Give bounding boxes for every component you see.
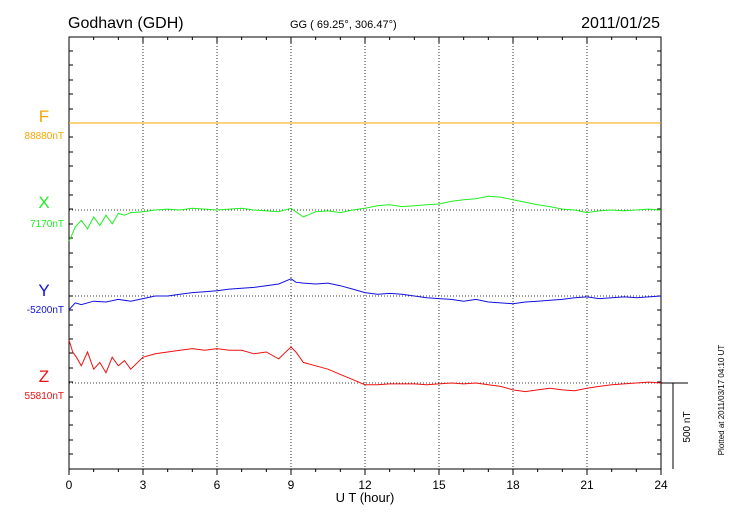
series-baseline-label-Y: -5200nT [27,305,64,316]
axis-ticks [68,37,662,475]
x-tick-label: 6 [214,478,221,492]
series-name-Z: Z [39,367,49,386]
x-tick-label: 9 [288,478,295,492]
x-tick-label: 12 [358,478,372,492]
x-tick-label: 15 [432,478,446,492]
series-lines [68,122,662,393]
series-line-Y [68,278,662,311]
series-labels: F 88880nT X 7170nT Y -5200nT Z 55810nT [25,107,64,402]
station-coords: GG ( 69.25°, 306.47°) [290,19,397,31]
x-tick-label: 21 [580,478,594,492]
series-baseline-label-Z: 55810nT [25,391,64,402]
series-line-Z [68,339,662,393]
x-tick-label: 0 [66,478,73,492]
series-name-F: F [39,107,49,126]
x-tick-labels: 0 3 6 9 12 15 18 21 24 [66,478,668,492]
series-baseline-label-X: 7170nT [30,219,64,230]
series-baseline-label-F: 88880nT [25,131,64,142]
vertical-gridlines [142,37,588,469]
x-tick-label: 18 [506,478,520,492]
station-title: Godhavn (GDH) [68,15,184,32]
series-line-X [68,195,662,242]
chart-date: 2011/01/25 [581,15,660,32]
scale-bar-label: 500 nT [682,411,693,442]
x-tick-label: 24 [654,478,668,492]
x-tick-label: 3 [140,478,147,492]
x-axis-label: U T (hour) [336,490,395,505]
plotted-at-note: Plotted at 2011/03/17 04:10 UT [717,345,726,456]
series-name-X: X [38,193,49,212]
series-name-Y: Y [38,281,49,300]
scale-bar: 500 nT [661,382,693,469]
